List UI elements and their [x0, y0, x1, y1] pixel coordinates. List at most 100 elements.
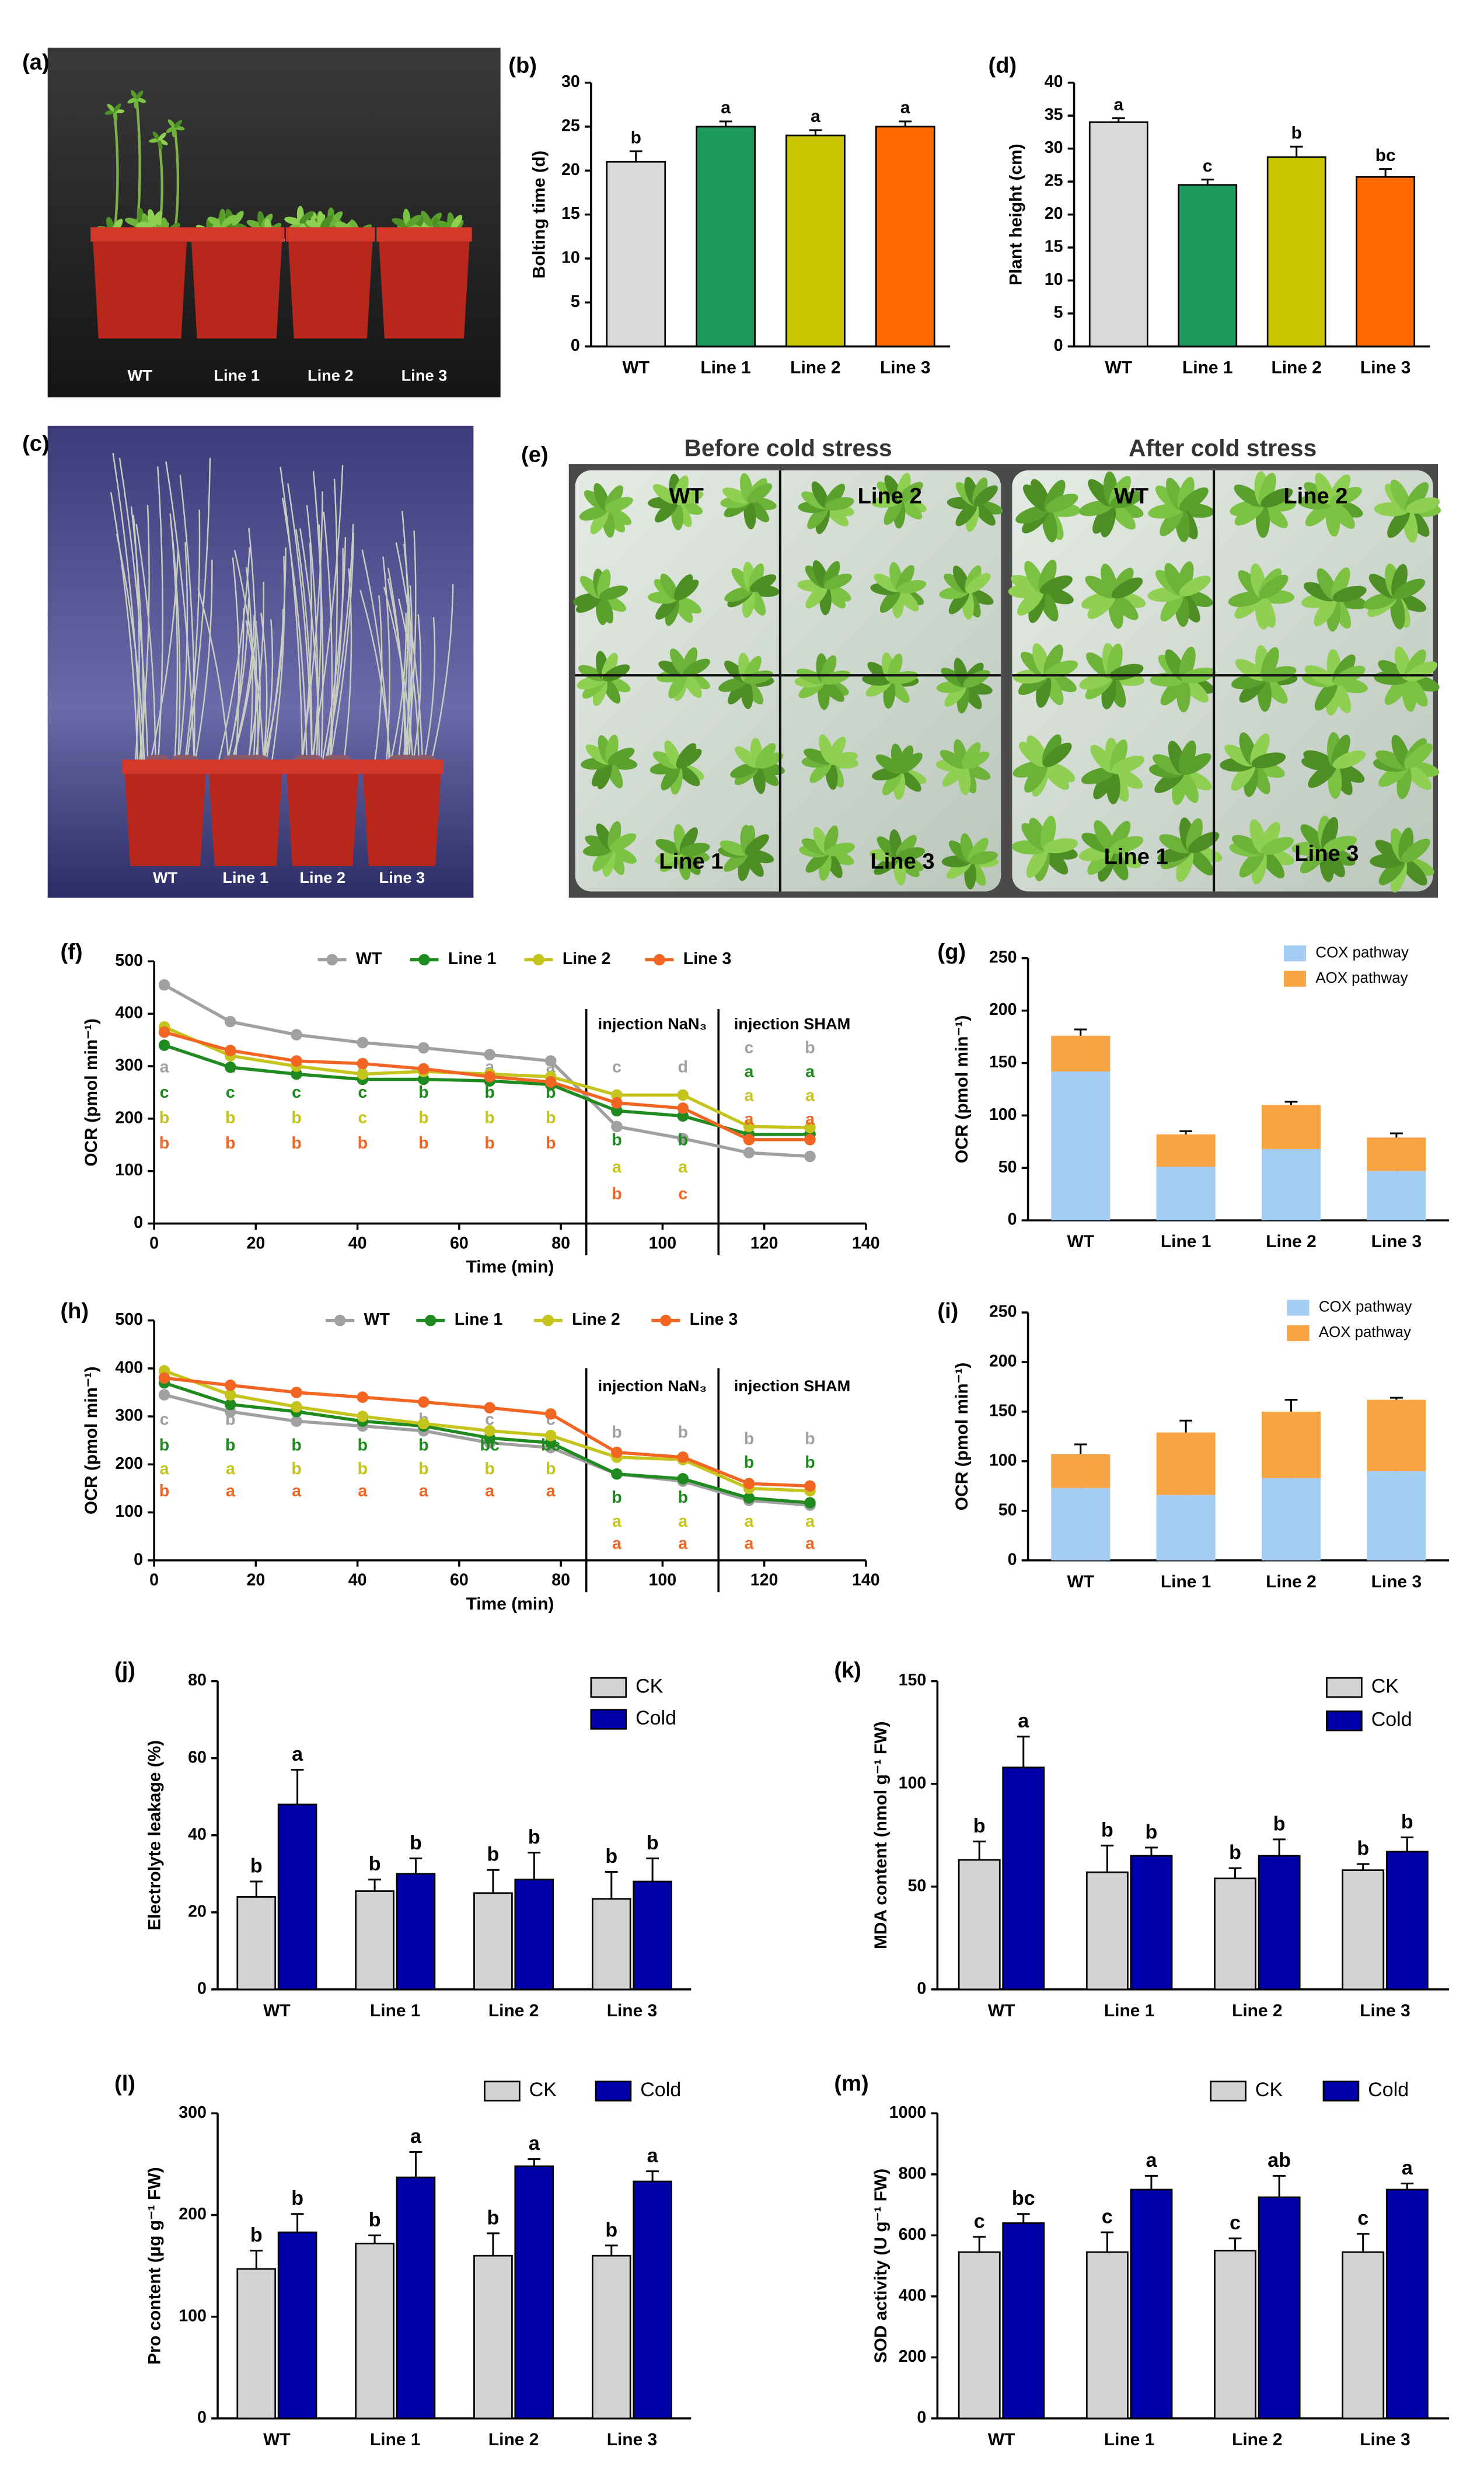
leaf	[898, 498, 923, 520]
leaf	[826, 843, 856, 857]
stem	[312, 470, 324, 763]
x-tick-label: 40	[348, 1234, 367, 1252]
bar	[355, 1890, 394, 1991]
leaf	[1332, 750, 1366, 769]
pot-rim	[90, 227, 190, 242]
y-tick-label: 0	[917, 2408, 926, 2427]
bar	[591, 1898, 631, 1991]
significance-letter: b	[631, 128, 641, 147]
leaf	[605, 497, 633, 512]
bar	[355, 2242, 394, 2420]
leaf	[896, 565, 914, 592]
x-tick-label: Line 3	[1360, 2430, 1410, 2449]
significance-letter: d	[678, 1057, 687, 1076]
leaf	[158, 139, 163, 150]
leaf	[660, 573, 679, 601]
leaf	[720, 840, 748, 856]
significance-letter: bc	[480, 1436, 499, 1454]
legend-label: Line 3	[683, 949, 732, 968]
x-tick-label: Line 1	[700, 358, 751, 378]
tray	[1012, 470, 1433, 892]
x-tick-label: Line 2	[1266, 1572, 1317, 1591]
legend-marker	[326, 954, 338, 966]
bar	[1342, 2251, 1385, 2420]
leaf	[232, 211, 244, 226]
pot	[190, 227, 283, 339]
point	[291, 1029, 302, 1041]
bar-segment	[1262, 1478, 1321, 1561]
legend-swatch	[1283, 971, 1307, 987]
y-axis-label: Plant height (cm)	[1006, 144, 1025, 285]
bar	[236, 2268, 277, 2420]
leaf	[1250, 733, 1270, 766]
point	[357, 1036, 369, 1049]
error-bar	[409, 2151, 422, 2178]
pot-rim	[284, 759, 361, 774]
leaf	[824, 574, 852, 590]
bar	[1258, 1855, 1301, 1991]
error-bar	[1273, 1838, 1286, 1856]
legend-label: AOX pathway	[1319, 1324, 1411, 1341]
point	[418, 1063, 430, 1075]
bar	[875, 125, 935, 347]
legend-label: CK	[1371, 1675, 1399, 1698]
y-tick-label: 100	[115, 1502, 143, 1521]
y-tick-label: 0	[197, 1979, 207, 1998]
error-bar	[1145, 2174, 1158, 2190]
point	[357, 1057, 369, 1070]
leaf	[1092, 502, 1115, 534]
leaf	[804, 748, 832, 765]
leaf	[299, 211, 314, 224]
y-tick-label: 500	[115, 951, 143, 970]
y-tick-label: 0	[134, 1550, 143, 1569]
bar	[633, 1880, 672, 1991]
pot	[208, 759, 283, 866]
significance-letter: a	[900, 98, 910, 117]
leaf	[682, 647, 698, 676]
significance-letter: c	[612, 1057, 621, 1076]
error-bar	[1379, 168, 1392, 177]
point	[418, 1042, 430, 1054]
significance-letter: c	[678, 1185, 687, 1203]
stem	[169, 513, 179, 763]
point	[611, 1468, 623, 1480]
y-tick-label: 20	[1045, 204, 1063, 223]
leaf	[675, 490, 704, 505]
x-tick-label: Line 1	[370, 2001, 421, 2020]
y-tick-label: 60	[188, 1748, 207, 1767]
y-axis-label: OCR (pmol min⁻¹)	[952, 1015, 972, 1164]
leaf	[1045, 660, 1078, 679]
significance-letter: a	[805, 1512, 815, 1531]
y-tick-label: 20	[188, 1902, 207, 1921]
leaf	[578, 665, 606, 682]
legend-marker	[654, 954, 665, 966]
x-tick-label: 80	[551, 1571, 570, 1590]
leaf	[879, 588, 901, 613]
significance-letter: c	[1203, 156, 1213, 176]
leaf	[1303, 750, 1336, 769]
point	[158, 979, 170, 991]
y-tick-label: 15	[1045, 238, 1063, 256]
stem	[373, 595, 383, 763]
leaf	[1109, 739, 1128, 773]
leaf	[1188, 848, 1214, 875]
leaf	[674, 580, 699, 601]
significance-letter: b	[159, 1436, 169, 1454]
significance-letter: b	[1273, 1813, 1286, 1835]
stem	[301, 542, 313, 763]
error-bar	[1017, 1736, 1030, 1768]
significance-letter: a	[485, 1482, 495, 1500]
x-tick-label: Line 2	[1232, 2430, 1283, 2449]
bar-segment	[1367, 1471, 1426, 1561]
y-tick-label: 35	[1045, 106, 1063, 124]
y-tick-label: 0	[1054, 336, 1063, 355]
bar	[1266, 156, 1326, 347]
pot	[287, 227, 373, 339]
x-tick-label: WT	[622, 358, 650, 378]
legend-swatch	[1287, 1325, 1310, 1342]
leaf	[136, 97, 146, 103]
significance-letter: b	[605, 1845, 617, 1867]
significance-letter: a	[358, 1482, 368, 1500]
error-bar	[1179, 1419, 1193, 1433]
panel-label: (f)	[60, 940, 82, 965]
